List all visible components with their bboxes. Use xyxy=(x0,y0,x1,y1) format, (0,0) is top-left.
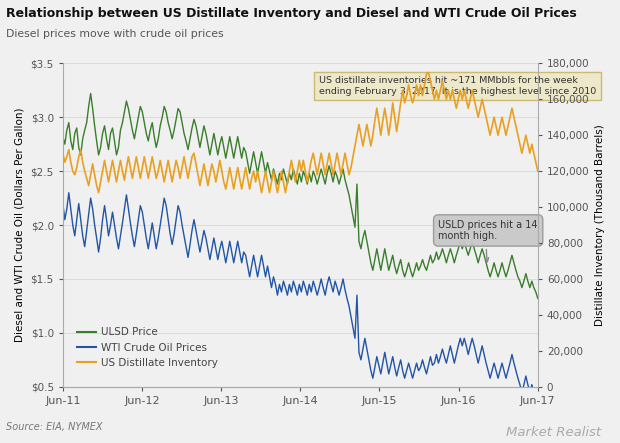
WTI Crude Oil Prices xyxy=(93,235,100,241)
US Distillate Inventory xyxy=(375,118,383,124)
US Distillate Inventory xyxy=(79,159,86,165)
ULSD Price xyxy=(59,134,66,139)
Line: US Distillate Inventory: US Distillate Inventory xyxy=(63,72,538,193)
Text: Market Realist: Market Realist xyxy=(507,426,601,439)
WTI Crude Oil Prices xyxy=(59,201,66,206)
US Distillate Inventory xyxy=(59,151,66,156)
Y-axis label: Distillate Inventory (Thousand Barrels): Distillate Inventory (Thousand Barrels) xyxy=(595,124,605,326)
ULSD Price xyxy=(375,257,383,262)
Line: ULSD Price: ULSD Price xyxy=(63,93,538,299)
ULSD Price xyxy=(136,104,144,109)
WTI Crude Oil Prices xyxy=(375,363,383,368)
US Distillate Inventory xyxy=(91,172,99,177)
ULSD Price xyxy=(79,136,86,141)
ULSD Price xyxy=(222,155,229,161)
Text: US distillate inventories hit ~171 MMbbls for the week
ending February 3, 2017. : US distillate inventories hit ~171 MMbbl… xyxy=(319,76,596,96)
WTI Crude Oil Prices xyxy=(502,376,510,381)
WTI Crude Oil Prices xyxy=(136,203,144,208)
US Distillate Inventory xyxy=(136,176,144,181)
Legend: ULSD Price, WTI Crude Oil Prices, US Distillate Inventory: ULSD Price, WTI Crude Oil Prices, US Dis… xyxy=(73,323,222,372)
Text: USLD prices hit a 14
month high.: USLD prices hit a 14 month high. xyxy=(438,220,538,262)
ULSD Price xyxy=(87,91,94,96)
US Distillate Inventory xyxy=(425,70,432,75)
WTI Crude Oil Prices xyxy=(81,244,89,249)
US Distillate Inventory xyxy=(534,168,541,174)
ULSD Price xyxy=(534,296,541,301)
Text: Relationship between US Distillate Inventory and Diesel and WTI Crude Oil Prices: Relationship between US Distillate Inven… xyxy=(6,7,577,19)
US Distillate Inventory xyxy=(95,190,102,195)
WTI Crude Oil Prices xyxy=(534,400,541,406)
ULSD Price xyxy=(502,274,510,280)
Text: Source: EIA, NYMEX: Source: EIA, NYMEX xyxy=(6,422,103,432)
ULSD Price xyxy=(93,138,100,144)
WTI Crude Oil Prices xyxy=(222,260,229,265)
Y-axis label: Diesel and WTI Crude Oil (Dollars Per Gallon): Diesel and WTI Crude Oil (Dollars Per Ga… xyxy=(15,108,25,342)
Line: WTI Crude Oil Prices: WTI Crude Oil Prices xyxy=(63,193,538,403)
US Distillate Inventory xyxy=(222,187,229,192)
WTI Crude Oil Prices xyxy=(65,190,73,195)
Text: Diesel prices move with crude oil prices: Diesel prices move with crude oil prices xyxy=(6,29,224,39)
US Distillate Inventory xyxy=(504,124,511,129)
